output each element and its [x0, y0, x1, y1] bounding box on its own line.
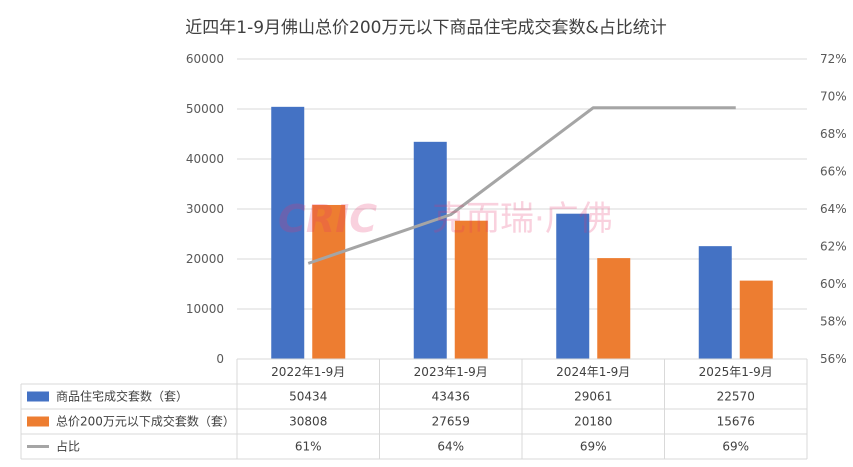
y-right-tick-label: 62% [820, 240, 847, 254]
y-right-tick-label: 58% [820, 315, 847, 329]
legend-swatch [27, 391, 49, 402]
legend-label: 占比 [56, 439, 80, 454]
y-axis-right: 56% 58% 60% 62% 64% 66% 68% 70% 72% [820, 52, 847, 366]
y-left-tick-label: 40000 [186, 152, 224, 166]
x-tick-label: 2023年1-9月 [414, 365, 488, 379]
y-left-tick-label: 20000 [186, 252, 224, 266]
bar [271, 106, 305, 359]
bar [413, 141, 447, 359]
watermark-logo: CRIC [278, 197, 377, 241]
bar [454, 220, 488, 359]
legend-label: 商品住宅成交套数（套） [56, 389, 188, 404]
bar [312, 204, 346, 359]
ratio-line-path [307, 106, 736, 265]
y-left-tick-label: 30000 [186, 202, 224, 216]
data-label: 64% [437, 440, 464, 454]
bar [698, 246, 732, 359]
data-label: 29061 [574, 390, 612, 404]
bars [271, 106, 773, 359]
y-right-tick-label: 60% [820, 277, 847, 291]
y-right-tick-label: 64% [820, 202, 847, 216]
data-label: 15676 [717, 415, 755, 429]
y-left-tick-label: 60000 [186, 52, 224, 66]
legend-label: 总价200万元以下成交套数（套） [56, 414, 235, 429]
y-right-tick-label: 72% [820, 52, 847, 66]
watermark-brand: 克而瑞·广佛 [432, 199, 613, 239]
y-right-tick-label: 56% [820, 352, 847, 366]
y-axis-left: 0 10000 20000 30000 40000 50000 60000 [186, 52, 224, 366]
bar [739, 280, 773, 359]
data-label: 69% [580, 440, 607, 454]
data-label: 69% [722, 440, 749, 454]
legend-swatch [27, 416, 49, 427]
data-label: 50434 [289, 390, 327, 404]
bar [597, 258, 631, 359]
data-label: 43436 [432, 390, 470, 404]
y-right-tick-label: 70% [820, 90, 847, 104]
y-right-tick-label: 68% [820, 127, 847, 141]
data-label: 20180 [574, 415, 612, 429]
x-tick-label: 2025年1-9月 [699, 365, 773, 379]
x-tick-label: 2022年1-9月 [271, 365, 345, 379]
data-table: 2022年1-9月 2023年1-9月 2024年1-9月 2025年1-9月商品住宅… [20, 358, 808, 460]
ratio-line [307, 106, 736, 265]
bar [556, 213, 590, 359]
y-left-tick-label: 0 [216, 352, 224, 366]
chart-title: 近四年1-9月佛山总价200万元以下商品住宅成交套数&占比统计 [185, 18, 666, 38]
x-tick-label: 2024年1-9月 [556, 365, 630, 379]
data-label: 61% [295, 440, 322, 454]
data-label: 22570 [717, 390, 755, 404]
data-label: 27659 [432, 415, 470, 429]
y-right-tick-label: 66% [820, 165, 847, 179]
watermark: CRIC 克而瑞·广佛 [278, 197, 613, 241]
data-label: 30808 [289, 415, 327, 429]
y-left-tick-label: 10000 [186, 302, 224, 316]
y-left-tick-label: 50000 [186, 102, 224, 116]
